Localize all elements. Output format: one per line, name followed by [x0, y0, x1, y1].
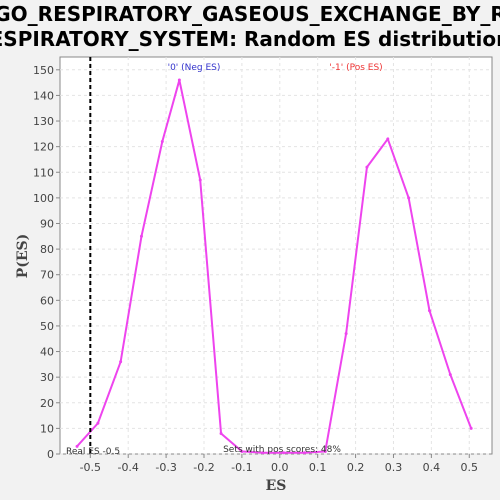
data-point [302, 451, 306, 455]
x-tick-label: 0.4 [423, 461, 441, 474]
data-point [160, 140, 164, 144]
data-point [261, 451, 265, 455]
y-tick-label: 140 [33, 89, 54, 102]
data-point [119, 360, 123, 364]
x-tick-label: -0.3 [155, 461, 176, 474]
y-tick-label: 100 [33, 192, 54, 205]
y-tick-label: 110 [33, 166, 54, 179]
x-tick-label: -0.5 [80, 461, 101, 474]
data-point [219, 432, 223, 436]
y-tick-label: 0 [47, 448, 54, 461]
data-point [96, 421, 100, 425]
data-point [177, 78, 181, 82]
data-point [323, 449, 327, 453]
data-point [198, 178, 202, 182]
x-tick-label: -0.4 [117, 461, 138, 474]
y-tick-label: 20 [40, 397, 54, 410]
y-tick-label: 60 [40, 294, 54, 307]
y-tick-label: 80 [40, 243, 54, 256]
data-point [344, 332, 348, 336]
y-tick-label: 150 [33, 64, 54, 77]
data-point [386, 137, 390, 141]
data-point [407, 196, 411, 200]
x-tick-label: -0.1 [231, 461, 252, 474]
series-layer [75, 78, 473, 455]
plot-area [59, 56, 493, 455]
y-tick-label: 90 [40, 217, 54, 230]
x-tick-label: 0.1 [309, 461, 327, 474]
y-tick-label: 120 [33, 141, 54, 154]
y-tick-label: 50 [40, 320, 54, 333]
x-tick-label: 0.0 [271, 461, 289, 474]
neg-es-label: '0' (Neg ES) [168, 63, 221, 73]
x-tick-label: -0.2 [193, 461, 214, 474]
data-point [240, 449, 244, 453]
data-point [75, 444, 79, 448]
grid-lines [60, 57, 492, 455]
data-point [365, 165, 369, 169]
data-point [282, 451, 286, 455]
axis-ticks: -0.5 -0.4 -0.3 -0.2 -0.1 0.0 0.1 0.2 0.3 0.4 0.5 0 1… [33, 64, 478, 474]
y-tick-label: 30 [40, 371, 54, 384]
data-point [427, 309, 431, 313]
es-distribution-line [76, 79, 473, 454]
y-tick-label: 10 [40, 422, 54, 435]
x-tick-label: 0.5 [461, 461, 479, 474]
x-tick-label: 0.3 [385, 461, 403, 474]
data-point [139, 234, 143, 238]
y-axis-label: P(ES) [15, 234, 31, 279]
data-point [469, 426, 473, 430]
y-tick-label: 40 [40, 346, 54, 359]
y-tick-label: 130 [33, 115, 54, 128]
x-tick-label: 0.2 [347, 461, 365, 474]
y-tick-label: 70 [40, 269, 54, 282]
pos-es-label: '-1' (Pos ES) [329, 63, 382, 73]
data-point [448, 373, 452, 377]
pos-scores-label: Sets with pos scores: 48% [223, 445, 341, 455]
chart-title-line2: ESPIRATORY_SYSTEM: Random ES distributio… [0, 27, 500, 51]
real-es-label: Real ES -0.5 [66, 447, 120, 457]
chart-title-line1: GO_RESPIRATORY_GASEOUS_EXCHANGE_BY_R [0, 2, 500, 26]
x-axis-label: ES [266, 478, 287, 494]
